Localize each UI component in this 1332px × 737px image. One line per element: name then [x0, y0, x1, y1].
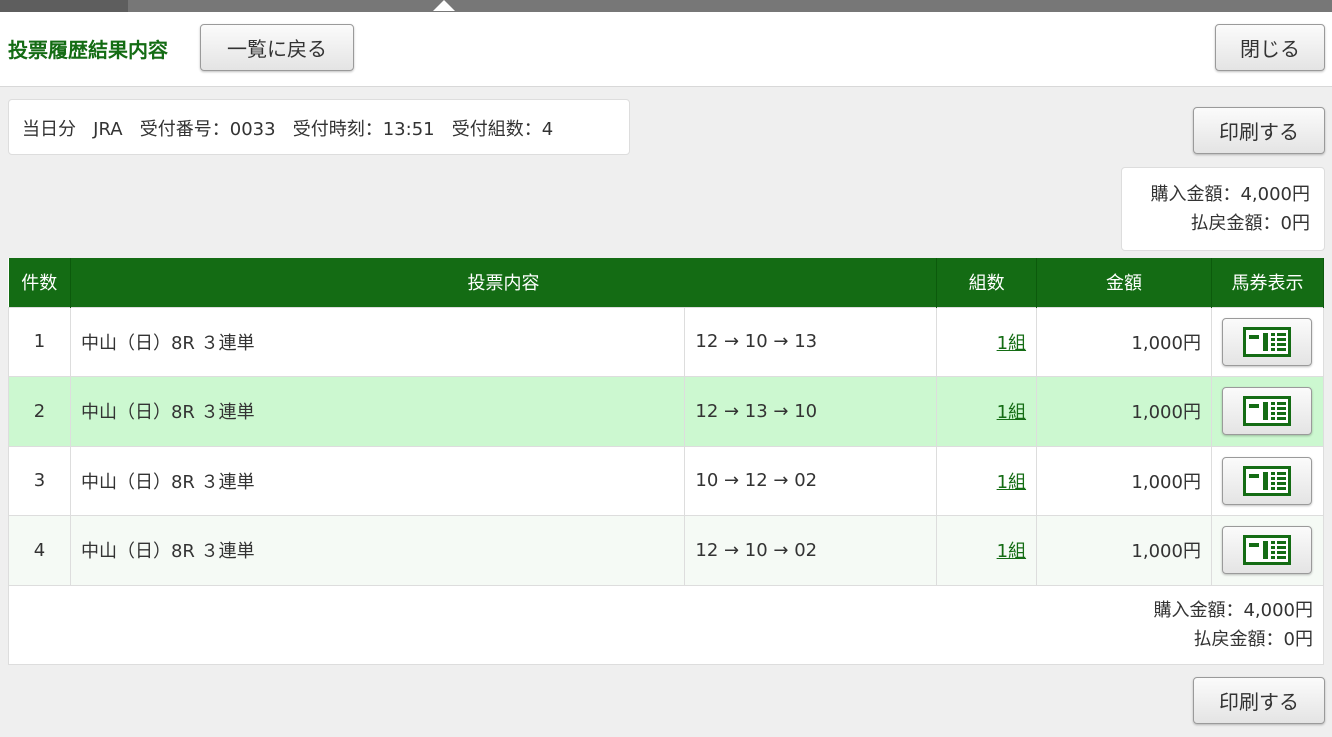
race-info: 中山（日）8R ３連単	[69, 515, 686, 586]
receipt-info: 当日分 JRA 受付番号：0033 受付時刻：13:51 受付組数：4	[8, 99, 630, 155]
print-button-top[interactable]: 印刷する	[1193, 107, 1325, 154]
race-info: 中山（日）8R ３連単	[69, 445, 686, 516]
header-sets: 組数	[936, 258, 1038, 307]
sets-link[interactable]: 1組	[996, 541, 1027, 563]
ticket-icon	[1243, 396, 1292, 427]
day-label: 当日分	[22, 119, 76, 140]
race-info: 中山（日）8R ３連単	[69, 306, 686, 377]
amount: 1,000円	[1036, 376, 1212, 447]
close-button[interactable]: 閉じる	[1215, 24, 1325, 71]
top-bar-segment	[0, 0, 128, 12]
show-ticket-button[interactable]	[1222, 456, 1313, 505]
ticket-icon	[1243, 465, 1292, 496]
header-count: 件数	[8, 258, 71, 307]
sets-link[interactable]: 1組	[996, 332, 1027, 354]
combination: 12 → 10 → 13	[684, 306, 938, 377]
header-amount: 金額	[1036, 258, 1212, 307]
page-title: 投票履歴結果内容	[8, 38, 168, 62]
receipt-count: 受付組数：4	[451, 119, 554, 140]
ticket-icon	[1243, 535, 1292, 566]
combination: 12 → 13 → 10	[684, 376, 938, 447]
footer-purchase-amount: 購入金額：4,000円	[1153, 599, 1313, 621]
bet-table: 件数 投票内容 組数 金額 馬券表示 1 中山（日）8R ３連単 12 → 10…	[8, 258, 1325, 665]
footer-refund-amount: 払戻金額：0円	[1193, 628, 1313, 650]
show-ticket-button[interactable]	[1222, 317, 1313, 366]
sets-link[interactable]: 1組	[996, 402, 1027, 424]
show-ticket-button[interactable]	[1222, 387, 1313, 436]
table-footer: 購入金額：4,000円払戻金額：0円	[8, 584, 1324, 665]
combination: 10 → 12 → 02	[684, 445, 938, 516]
row-number: 2	[8, 376, 71, 447]
row-number: 4	[8, 515, 71, 586]
header-content: 投票内容	[70, 258, 938, 307]
race-info: 中山（日）8R ３連単	[69, 376, 686, 447]
amount: 1,000円	[1036, 445, 1212, 516]
show-ticket-button[interactable]	[1222, 526, 1313, 575]
back-to-list-button[interactable]: 一覧に戻る	[200, 24, 354, 71]
header-ticket: 馬券表示	[1211, 258, 1325, 307]
top-bar	[0, 0, 1332, 12]
amount: 1,000円	[1036, 515, 1212, 586]
receipt-time: 受付時刻：13:51	[292, 119, 435, 140]
purchase-amount: 購入金額：4,000円	[1150, 184, 1310, 205]
amount: 1,000円	[1036, 306, 1212, 377]
row-number: 1	[8, 306, 71, 377]
receipt-number: 受付番号：0033	[139, 119, 276, 140]
header: 投票履歴結果内容 一覧に戻る 閉じる	[0, 12, 1332, 87]
table-row: 4 中山（日）8R ３連単 12 → 10 → 02 1組 1,000円	[8, 515, 1325, 586]
table-row: 1 中山（日）8R ３連単 12 → 10 → 13 1組 1,000円	[8, 306, 1325, 377]
table-row: 2 中山（日）8R ３連単 12 → 13 → 10 1組 1,000円	[8, 376, 1325, 447]
table-row: 3 中山（日）8R ３連単 10 → 12 → 02 1組 1,000円	[8, 445, 1325, 516]
table-header: 件数 投票内容 組数 金額 馬券表示	[8, 258, 1325, 307]
refund-amount: 払戻金額：0円	[1190, 213, 1310, 234]
org-label: JRA	[93, 119, 123, 140]
notch-indicator	[433, 0, 455, 11]
combination: 12 → 10 → 02	[684, 515, 938, 586]
print-button-bottom[interactable]: 印刷する	[1193, 677, 1325, 724]
summary-box: 購入金額：4,000円払戻金額：0円	[1121, 167, 1325, 251]
row-number: 3	[8, 445, 71, 516]
sets-link[interactable]: 1組	[996, 471, 1027, 493]
ticket-icon	[1243, 326, 1292, 357]
